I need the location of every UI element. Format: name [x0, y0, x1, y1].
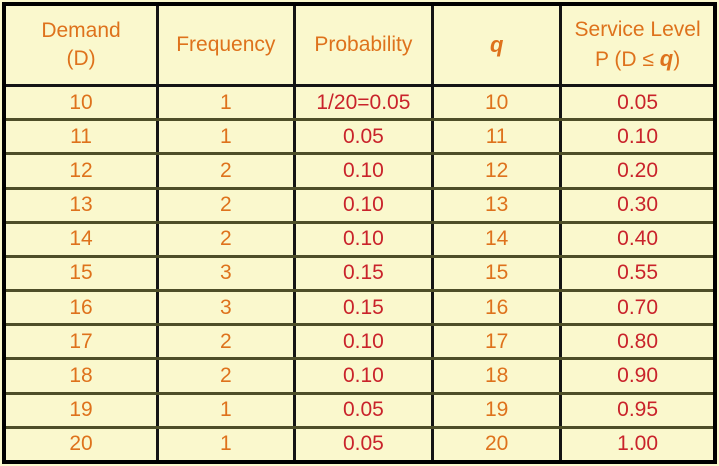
cell-q: 19 [431, 391, 563, 429]
cell-frequency: 2 [156, 186, 296, 224]
cell-frequency: 2 [156, 152, 296, 190]
cell-probability: 0.10 [292, 152, 435, 190]
cell-probability: 0.10 [292, 220, 435, 258]
q-symbol: q [489, 31, 504, 57]
cell-frequency: 2 [156, 323, 296, 361]
cell-demand: 20 [2, 425, 160, 464]
cell-probability: 0.05 [292, 425, 435, 464]
table-row: 10 1 1/20=0.05 10 0.05 [2, 83, 717, 122]
cell-demand: 13 [2, 186, 160, 224]
cell-demand: 18 [2, 357, 160, 395]
cell-probability: 0.05 [292, 118, 435, 156]
header-service-line2: P (D ≤ q) [564, 44, 711, 74]
cell-frequency: 1 [156, 83, 296, 122]
cell-probability: 0.05 [292, 391, 435, 429]
cell-service-level: 0.80 [559, 323, 717, 361]
table-row: 12 2 0.10 12 0.20 [2, 152, 717, 190]
cell-frequency: 3 [156, 289, 296, 327]
header-demand-line2: (D) [66, 47, 96, 70]
cell-service-level: 0.30 [559, 186, 717, 224]
table-row: 13 2 0.10 13 0.30 [2, 186, 717, 224]
header-row: Demand (D) Frequency Probability q Servi… [2, 2, 717, 87]
cell-q: 18 [431, 357, 563, 395]
cell-demand: 14 [2, 220, 160, 258]
cell-q: 16 [431, 289, 563, 327]
cell-frequency: 1 [156, 118, 296, 156]
cell-service-level: 0.90 [559, 357, 717, 395]
header-demand-line1: Demand [41, 18, 121, 42]
cell-q: 15 [431, 254, 563, 293]
cell-probability: 0.10 [292, 186, 435, 224]
cell-service-level: 0.95 [559, 391, 717, 429]
cell-service-level: 0.10 [559, 118, 717, 156]
cell-q: 14 [431, 220, 563, 258]
table-body: 10 1 1/20=0.05 10 0.05 11 1 0.05 11 0.10… [2, 83, 717, 464]
cell-probability: 0.15 [292, 254, 435, 293]
header-service-line1: Service Level [574, 17, 701, 41]
cell-q: 10 [431, 83, 563, 122]
cell-frequency: 3 [156, 254, 296, 293]
cell-service-level: 1.00 [559, 425, 717, 464]
column-header-q: q [431, 2, 563, 87]
cell-probability: 0.10 [292, 323, 435, 361]
cell-demand: 11 [2, 118, 160, 156]
cell-probability: 0.10 [292, 357, 435, 395]
cell-service-level: 0.20 [559, 152, 717, 190]
cell-service-level: 0.40 [559, 220, 717, 258]
cell-frequency: 2 [156, 220, 296, 258]
cell-demand: 19 [2, 391, 160, 429]
cell-probability: 0.15 [292, 289, 435, 327]
table-row: 14 2 0.10 14 0.40 [2, 220, 717, 258]
table-row: 16 3 0.15 16 0.70 [2, 289, 717, 327]
column-header-frequency: Frequency [156, 2, 296, 87]
cell-frequency: 1 [156, 391, 296, 429]
cell-probability: 1/20=0.05 [292, 83, 435, 122]
cell-q: 13 [431, 186, 563, 224]
cell-service-level: 0.55 [559, 254, 717, 293]
column-header-service-level: Service Level P (D ≤ q) [559, 2, 717, 87]
cell-demand: 15 [2, 254, 160, 293]
cell-demand: 10 [2, 83, 160, 122]
cell-demand: 17 [2, 323, 160, 361]
cell-frequency: 2 [156, 357, 296, 395]
cell-q: 17 [431, 323, 563, 361]
column-header-probability: Probability [292, 2, 435, 87]
cell-q: 20 [431, 425, 563, 464]
table-row: 19 1 0.05 19 0.95 [2, 391, 717, 429]
cell-service-level: 0.05 [559, 83, 717, 122]
cell-service-level: 0.70 [559, 289, 717, 327]
column-header-demand: Demand (D) [2, 2, 160, 87]
table-row: 15 3 0.15 15 0.55 [2, 254, 717, 293]
table-row: 18 2 0.10 18 0.90 [2, 357, 717, 395]
cell-demand: 12 [2, 152, 160, 190]
cell-frequency: 1 [156, 425, 296, 464]
cell-q: 12 [431, 152, 563, 190]
cell-q: 11 [431, 118, 563, 156]
table-row: 20 1 0.05 20 1.00 [2, 425, 717, 464]
table-row: 17 2 0.10 17 0.80 [2, 323, 717, 361]
service-formula-q-symbol: q [659, 46, 674, 71]
table-row: 11 1 0.05 11 0.10 [2, 118, 717, 156]
cell-demand: 16 [2, 289, 160, 327]
service-formula-prefix: P (D ≤ [594, 48, 660, 71]
service-formula-suffix: ) [673, 48, 681, 71]
